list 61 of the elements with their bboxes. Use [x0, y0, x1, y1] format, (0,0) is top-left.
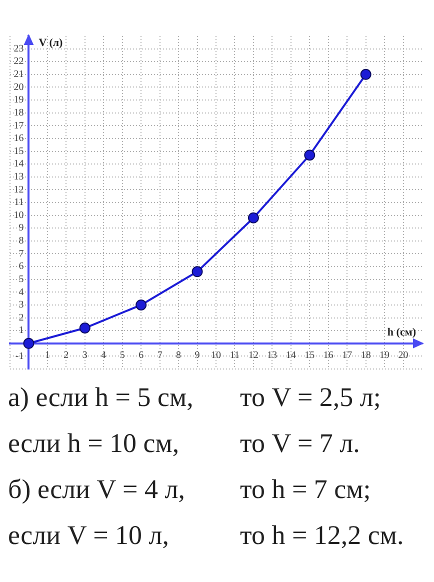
x-tick-label: 5	[120, 350, 125, 362]
x-tick-label: 7	[157, 350, 162, 362]
y-tick-label: 21	[14, 69, 24, 80]
y-tick-label: 13	[14, 172, 24, 183]
y-tick-label: 8	[18, 236, 24, 247]
x-tick-label: 19	[380, 350, 390, 362]
text: если V = 10 л,	[8, 519, 170, 552]
x-tick-label: 20	[398, 350, 408, 362]
text: то h = 7 см;	[240, 473, 372, 506]
point	[192, 266, 203, 278]
y-tick-label: 1	[18, 325, 24, 336]
x-tick-label: 3	[82, 350, 88, 362]
x-tick-label: 15	[304, 350, 315, 362]
y-axis-title: V (л)	[38, 37, 64, 49]
x-tick-label: 11	[230, 350, 240, 362]
x-tick-label: 4	[101, 350, 106, 362]
point	[248, 212, 259, 224]
point	[360, 68, 372, 80]
y-tick-label: 10	[14, 210, 24, 221]
point	[79, 322, 90, 334]
y-tick-label: 19	[14, 94, 24, 106]
y-tick-label: 12	[14, 184, 24, 196]
y-tick-label: 15	[14, 146, 24, 157]
x-tick-label: 14	[286, 350, 296, 362]
x-tick-label: 8	[176, 350, 182, 362]
point	[304, 150, 316, 161]
x-tick-label: 1	[44, 350, 50, 362]
y-tick-label: 4	[18, 286, 24, 298]
y-tick-label: 2	[18, 312, 24, 324]
x-tick-label: 17	[342, 350, 352, 362]
y-tick-label: 3	[18, 300, 24, 311]
x-tick-label: 16	[323, 350, 334, 362]
text: если h = 10 см,	[8, 427, 180, 460]
y-tick-label: 14	[14, 158, 24, 170]
text: то V = 2,5 л;	[240, 381, 382, 414]
y-tick-label: 6	[18, 261, 24, 272]
y-tick-label: 17	[14, 120, 24, 132]
point	[23, 338, 34, 349]
y-tick-label: 5	[18, 274, 24, 285]
x-tick-label: 6	[138, 350, 144, 362]
text: б) если V = 4 л,	[8, 473, 186, 506]
x-tick-label: 2	[64, 350, 69, 362]
y-tick-label: -1	[15, 350, 24, 362]
y-tick-label: 23	[14, 43, 24, 54]
x-tick-label: 9	[194, 350, 200, 362]
y-tick-label: 22	[14, 56, 24, 68]
text: то h = 12,2 см.	[240, 519, 405, 552]
text: а) если h = 5 см,	[8, 381, 194, 414]
y-tick-label: 7	[18, 248, 24, 260]
y-tick-label: 16	[14, 133, 24, 144]
x-axis-title: h (см)	[387, 326, 416, 338]
y-tick-label: 9	[18, 222, 24, 234]
y-tick-label: 18	[14, 107, 24, 118]
y-tick-label: 11	[14, 197, 24, 208]
x-tick-label: 10	[211, 350, 221, 362]
x-tick-label: 18	[360, 350, 371, 362]
x-tick-label: 13	[267, 350, 278, 362]
text: то V = 7 л.	[240, 427, 361, 460]
point	[136, 299, 147, 310]
y-tick-label: 20	[14, 82, 24, 93]
x-tick-label: 12	[248, 350, 258, 362]
